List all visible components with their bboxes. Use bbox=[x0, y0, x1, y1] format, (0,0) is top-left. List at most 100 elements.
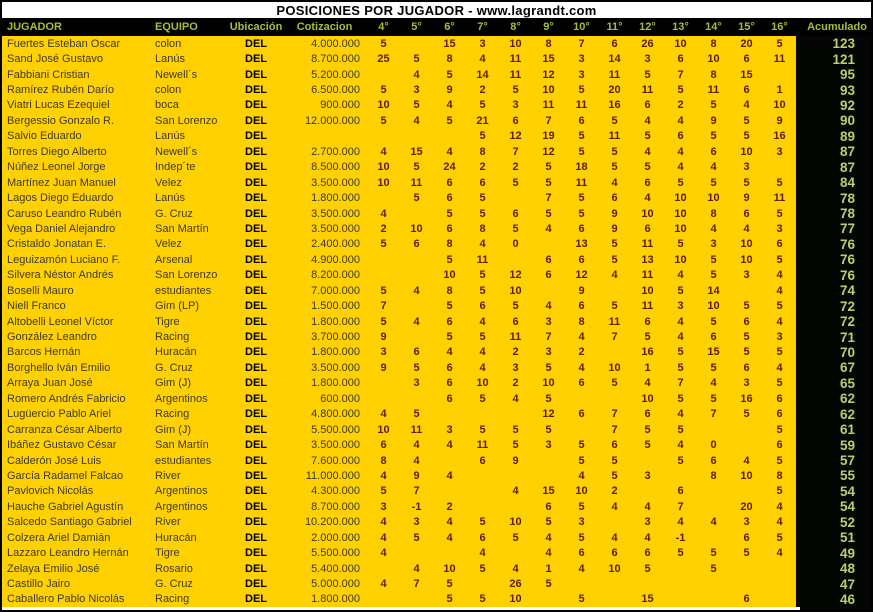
table-row: Fabbiani Cristian Newell´s DEL 5.200.000 4 5 1… bbox=[2, 66, 871, 83]
position-points: 4 bbox=[776, 269, 783, 282]
position-points: 5 bbox=[677, 238, 684, 251]
position-points: 6 bbox=[578, 547, 585, 560]
position-points: 7 bbox=[545, 331, 552, 344]
position-points: 10 bbox=[674, 222, 687, 235]
position-points: 11 bbox=[707, 84, 720, 97]
position-points: 4 bbox=[776, 500, 783, 513]
position-points: 11 bbox=[773, 192, 786, 205]
player-name: Caruso Leandro Rubén bbox=[7, 207, 122, 220]
position-points: 4 bbox=[380, 207, 387, 220]
position-points: 6 bbox=[578, 408, 585, 421]
position-points: 12 bbox=[509, 130, 522, 143]
position-label: DEL bbox=[245, 192, 267, 205]
player-name: Altobelli Leonel Víctor bbox=[7, 315, 114, 328]
position-points: 11 bbox=[410, 423, 423, 436]
position-label: DEL bbox=[245, 161, 267, 174]
position-points: 3 bbox=[677, 300, 684, 313]
position-points: 5 bbox=[776, 253, 783, 266]
table-row: Hauche Gabriel Agustín Argentinos DEL 8.700… bbox=[2, 499, 871, 515]
position-points: 12 bbox=[542, 145, 555, 158]
accumulated-total: 72 bbox=[796, 298, 871, 314]
position-points bbox=[400, 206, 433, 221]
position-points bbox=[730, 422, 763, 437]
position-points: 5 bbox=[611, 377, 618, 390]
player-value: 3.500.000 bbox=[311, 176, 360, 189]
player-name: Barcos Hernán bbox=[7, 346, 81, 359]
position-points: 6 bbox=[578, 377, 585, 390]
position-points bbox=[367, 268, 400, 283]
position-points: 9 bbox=[710, 114, 717, 127]
position-label: DEL bbox=[245, 99, 267, 112]
player-name: Lazzaro Leandro Hernán bbox=[7, 547, 129, 560]
position-points: 5 bbox=[710, 361, 717, 374]
position-points: 7 bbox=[512, 145, 519, 158]
table-row: Viatri Lucas Ezequiel boca DEL 900.000 10 5 4 5… bbox=[2, 97, 871, 114]
position-points: 5 bbox=[677, 284, 684, 297]
position-points: 15 bbox=[542, 485, 555, 498]
position-points: 5 bbox=[380, 37, 387, 50]
player-value: 7.000.000 bbox=[311, 284, 360, 297]
position-points: 4 bbox=[446, 145, 453, 158]
position-points: 4 bbox=[611, 531, 618, 544]
position-points: 6 bbox=[512, 114, 519, 127]
table-row: Sand José Gustavo Lanús DEL 8.700.000 25 5 8 4 1… bbox=[2, 51, 871, 67]
position-points: 5 bbox=[677, 176, 684, 189]
player-value: 1.800.000 bbox=[311, 315, 360, 328]
table-row: Carranza César Alberto Gim (J) DEL 5.500.00… bbox=[2, 421, 871, 438]
player-name: Lagos Diego Eduardo bbox=[7, 192, 114, 205]
position-points: 10 bbox=[773, 99, 786, 112]
position-points: 5 bbox=[677, 423, 684, 436]
position-points: 10 bbox=[641, 392, 654, 405]
position-points: 6 bbox=[479, 531, 486, 544]
accumulated-total: 59 bbox=[796, 437, 871, 453]
position-points: 11 bbox=[509, 331, 522, 344]
team-name: Indep´te bbox=[155, 161, 196, 174]
position-points: 11 bbox=[509, 53, 522, 66]
position-label: DEL bbox=[245, 469, 267, 482]
position-points: 10 bbox=[377, 176, 390, 189]
player-value: 5.400.000 bbox=[311, 562, 360, 575]
player-value: 5.500.000 bbox=[311, 547, 360, 560]
position-points: 5 bbox=[611, 145, 618, 158]
position-points: 4 bbox=[710, 222, 717, 235]
player-name: Niell Franco bbox=[7, 300, 66, 313]
position-points bbox=[466, 576, 499, 591]
position-points: 3 bbox=[644, 516, 651, 529]
position-points: 4 bbox=[413, 284, 420, 297]
position-points: 4 bbox=[677, 161, 684, 174]
position-points: 6 bbox=[677, 130, 684, 143]
position-points: 6 bbox=[644, 547, 651, 560]
position-points: 6 bbox=[611, 439, 618, 452]
position-points: 2 bbox=[479, 84, 486, 97]
position-label: DEL bbox=[245, 269, 267, 282]
column-header-ubicacion: Ubicación bbox=[230, 21, 282, 33]
footer-strip bbox=[2, 607, 800, 610]
team-name: Gim (LP) bbox=[155, 300, 199, 313]
team-name: estudiantes bbox=[155, 284, 212, 297]
position-points: 4 bbox=[380, 469, 387, 482]
position-points: 3 bbox=[578, 516, 585, 529]
position-points: 4 bbox=[545, 222, 552, 235]
position-label: DEL bbox=[245, 547, 267, 560]
position-points: 6 bbox=[446, 176, 453, 189]
player-value: 2.000.000 bbox=[311, 531, 360, 544]
table-footer bbox=[2, 607, 871, 610]
player-name: Salcedo Santiago Gabriel bbox=[7, 516, 132, 529]
team-name: G. Cruz bbox=[155, 361, 193, 374]
player-name: Cristaldo Jonatan E. bbox=[7, 238, 107, 251]
player-value: 8.500.000 bbox=[311, 161, 360, 174]
team-name: Argentinos bbox=[155, 500, 208, 513]
position-points bbox=[367, 129, 400, 144]
position-points bbox=[400, 391, 433, 406]
position-points: 6 bbox=[578, 253, 585, 266]
position-points: 4 bbox=[743, 222, 750, 235]
position-points: 5 bbox=[677, 454, 684, 467]
position-points: 6 bbox=[743, 84, 750, 97]
position-points: 4 bbox=[413, 562, 420, 575]
position-points: 11 bbox=[509, 68, 522, 81]
team-name: Tigre bbox=[155, 315, 180, 328]
table-row: Caruso Leandro Rubén G. Cruz DEL 3.500.000 4… bbox=[2, 205, 871, 222]
position-points: 11 bbox=[608, 315, 621, 328]
position-points: 1 bbox=[644, 361, 651, 374]
position-points: 5 bbox=[710, 99, 717, 112]
